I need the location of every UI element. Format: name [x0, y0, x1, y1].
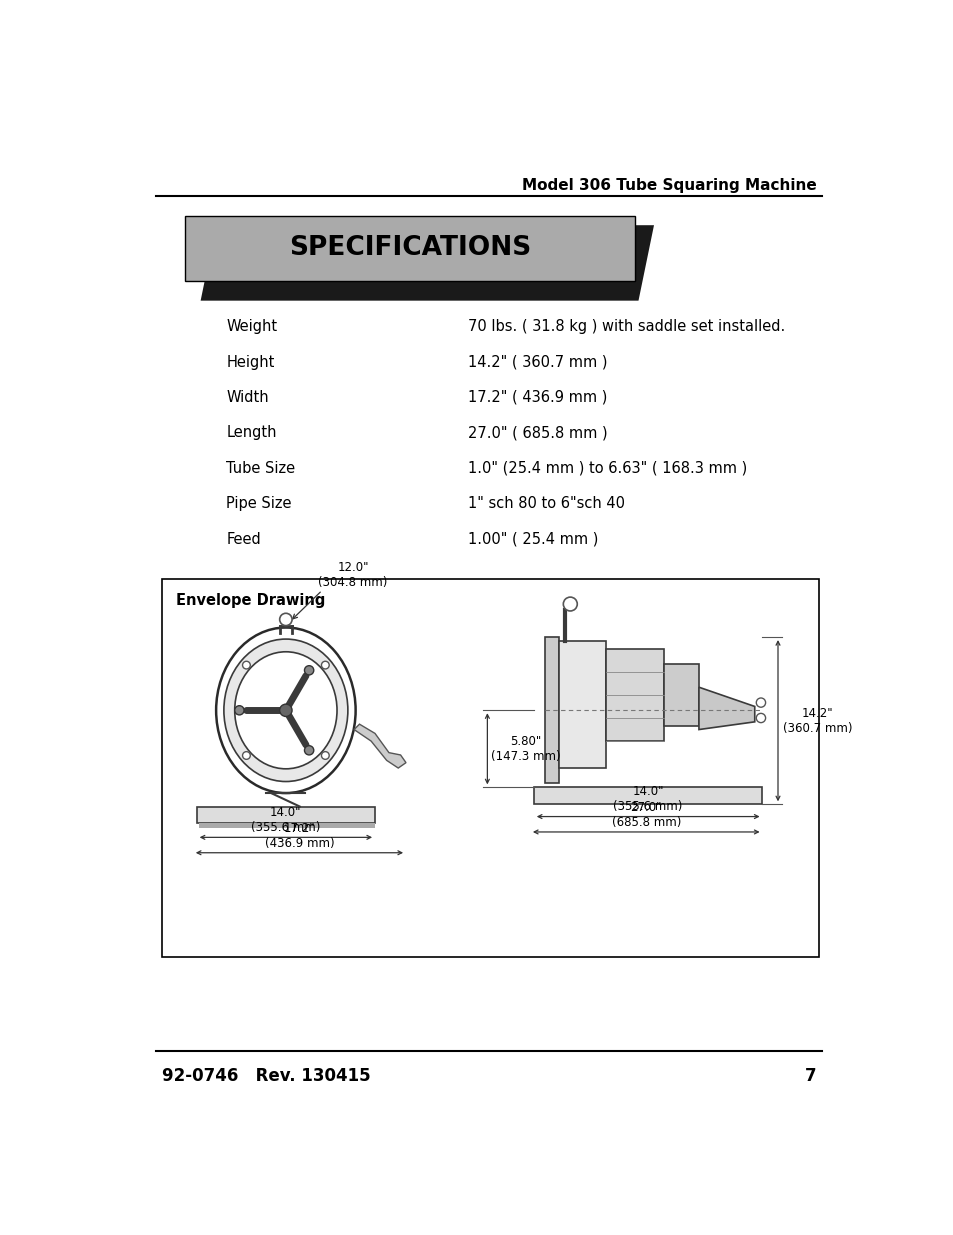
- Text: Feed: Feed: [226, 531, 261, 547]
- Polygon shape: [354, 724, 406, 768]
- Text: 70 lbs. ( 31.8 kg ) with saddle set installed.: 70 lbs. ( 31.8 kg ) with saddle set inst…: [468, 319, 784, 335]
- Text: Length: Length: [226, 425, 276, 441]
- Circle shape: [279, 704, 292, 716]
- Bar: [558, 641, 605, 768]
- Text: Model 306 Tube Squaring Machine: Model 306 Tube Squaring Machine: [521, 178, 816, 193]
- Bar: [545, 637, 558, 783]
- Text: Height: Height: [226, 354, 274, 369]
- Text: 14.0"
(355.6 mm): 14.0" (355.6 mm): [251, 806, 320, 835]
- Text: 5.80"
(147.3 mm): 5.80" (147.3 mm): [491, 735, 560, 763]
- Circle shape: [756, 714, 765, 722]
- Text: 1" sch 80 to 6"sch 40: 1" sch 80 to 6"sch 40: [468, 496, 624, 511]
- Text: 14.2" ( 360.7 mm ): 14.2" ( 360.7 mm ): [468, 354, 607, 369]
- Text: Pipe Size: Pipe Size: [226, 496, 292, 511]
- Text: 17.2"
(436.9 mm): 17.2" (436.9 mm): [264, 821, 334, 850]
- Circle shape: [321, 661, 329, 669]
- Circle shape: [304, 746, 314, 755]
- Circle shape: [242, 661, 250, 669]
- Text: 14.2"
(360.7 mm): 14.2" (360.7 mm): [781, 706, 851, 735]
- Text: 1.0" (25.4 mm ) to 6.63" ( 168.3 mm ): 1.0" (25.4 mm ) to 6.63" ( 168.3 mm ): [468, 461, 746, 475]
- Text: 12.0"
(304.8 mm): 12.0" (304.8 mm): [318, 561, 387, 589]
- Bar: [199, 824, 375, 829]
- Bar: [196, 806, 375, 824]
- Circle shape: [304, 666, 314, 674]
- Circle shape: [756, 698, 765, 708]
- Ellipse shape: [224, 638, 348, 782]
- Text: Width: Width: [226, 390, 269, 405]
- Text: 92-0746   Rev. 130415: 92-0746 Rev. 130415: [162, 1067, 370, 1086]
- Text: 27.0"
(685.8 mm): 27.0" (685.8 mm): [611, 800, 680, 829]
- Bar: [663, 664, 699, 726]
- Text: 17.2" ( 436.9 mm ): 17.2" ( 436.9 mm ): [468, 390, 607, 405]
- Bar: [185, 216, 634, 282]
- Polygon shape: [200, 225, 654, 300]
- Bar: [605, 648, 663, 741]
- Circle shape: [234, 705, 244, 715]
- Ellipse shape: [216, 627, 355, 793]
- Text: Tube Size: Tube Size: [226, 461, 295, 475]
- Text: 7: 7: [804, 1067, 816, 1086]
- Bar: [162, 579, 819, 957]
- Bar: [534, 787, 761, 804]
- Circle shape: [562, 597, 577, 611]
- Polygon shape: [699, 687, 754, 730]
- Circle shape: [321, 752, 329, 760]
- Text: Envelope Drawing: Envelope Drawing: [175, 593, 325, 609]
- Circle shape: [279, 614, 292, 626]
- Text: 14.0"
(355.6 mm): 14.0" (355.6 mm): [613, 785, 682, 814]
- Text: Weight: Weight: [226, 319, 277, 335]
- Text: SPECIFICATIONS: SPECIFICATIONS: [289, 236, 531, 262]
- Text: 27.0" ( 685.8 mm ): 27.0" ( 685.8 mm ): [468, 425, 607, 441]
- Text: 1.00" ( 25.4 mm ): 1.00" ( 25.4 mm ): [468, 531, 598, 547]
- Circle shape: [242, 752, 250, 760]
- Ellipse shape: [234, 652, 336, 769]
